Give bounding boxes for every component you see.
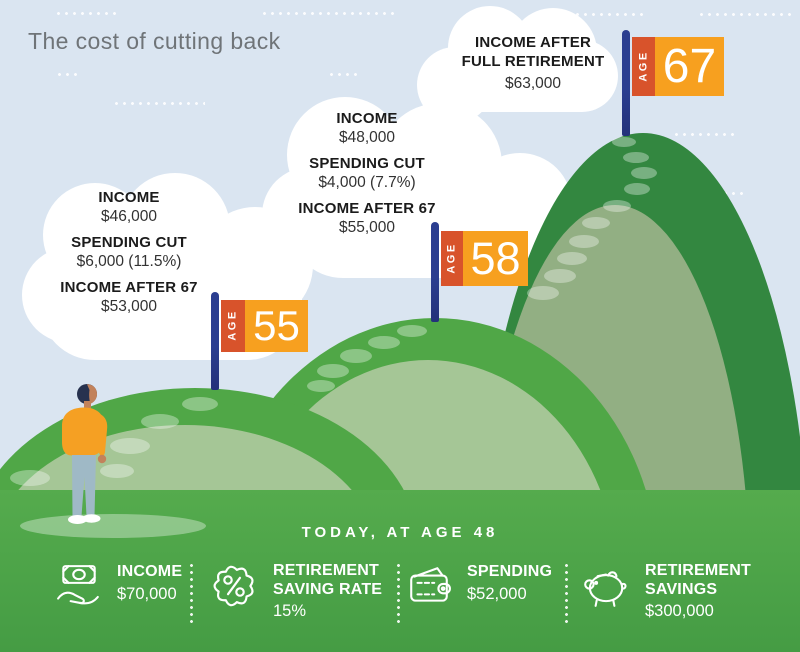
stat-label: SPENDING [467, 563, 553, 580]
age-label: AGE [637, 49, 650, 82]
age-label-box: AGE [221, 300, 245, 352]
percent-badge-icon [213, 565, 254, 607]
income-after-67-label: INCOME AFTER 67 [298, 200, 436, 217]
stat-retirement-savings: RETIREMENT SAVINGS $300,000 [580, 562, 751, 621]
piggy-bank-icon [584, 571, 627, 607]
person-face [87, 384, 98, 404]
stat-value: $300,000 [645, 602, 714, 620]
income-after-full-retirement-label2: FULL RETIREMENT [461, 53, 605, 70]
today-banner [0, 490, 800, 652]
sky-dotted-line [716, 192, 746, 195]
age-number-box: 67 [655, 37, 724, 96]
flagpole [622, 30, 630, 136]
age-label: AGE [227, 309, 239, 341]
age-number-box: 55 [245, 300, 308, 352]
sky-dotted-line [700, 13, 795, 16]
age-number: 67 [662, 40, 717, 93]
stat-value: $52,000 [467, 584, 527, 603]
person-shoe [68, 515, 87, 524]
sky-dotted-line [675, 133, 739, 136]
page-title: The cost of cutting back [28, 28, 281, 54]
sky-dotted-line [58, 73, 80, 76]
age-number: 55 [253, 302, 300, 349]
income-after-full-retirement-value: $63,000 [504, 75, 562, 92]
flagpole [211, 292, 219, 390]
spending-cut-value: $4,000 (7.7%) [318, 174, 416, 191]
cloud-age67-text: INCOME AFTER FULL RETIREMENT $63,000 [423, 33, 643, 94]
person-neck [84, 401, 91, 409]
stat-retirement-saving-rate: RETIREMENT SAVING RATE 15% [210, 562, 382, 621]
stat-label: INCOME [117, 563, 183, 580]
income-after-67-value: $53,000 [100, 298, 158, 315]
person-torso [62, 407, 104, 456]
income-label: INCOME [98, 189, 160, 206]
sky-dotted-line [330, 73, 360, 76]
age-label-box: AGE [441, 231, 463, 286]
stat-value: $70,000 [117, 584, 177, 603]
money-hand-icon [57, 565, 99, 605]
stat-text: RETIREMENT SAVINGS $300,000 [645, 562, 751, 621]
stat-label: RETIREMENT [273, 562, 379, 579]
wallet-icon [410, 567, 451, 602]
person-shoe [82, 514, 101, 523]
sky-dotted-line [57, 12, 121, 15]
cloud-age58-text: INCOME $48,000 SPENDING CUT $4,000 (7.7%… [257, 109, 477, 238]
age-label-box: AGE [632, 37, 655, 96]
cloud-base [440, 40, 618, 112]
person-hand [97, 454, 107, 464]
spending-cut-label: SPENDING CUT [71, 234, 187, 251]
stat-income: INCOME $70,000 [56, 563, 182, 609]
income-after-67-value: $55,000 [338, 219, 396, 236]
income-after-67-label: INCOME AFTER 67 [60, 279, 198, 296]
sky-dotted-line [560, 13, 648, 16]
person-shadow [20, 514, 206, 538]
stat-label: RETIREMENT [645, 562, 751, 579]
sky-dotted-line [263, 12, 398, 15]
spending-cut-value: $6,000 (11.5%) [76, 253, 182, 270]
stat-label: SAVING RATE [273, 580, 383, 598]
stat-spending: SPENDING $52,000 [406, 563, 552, 609]
age-number-box: 58 [463, 231, 528, 286]
stat-value: 15% [273, 602, 307, 620]
stat-text: INCOME $70,000 [117, 563, 182, 609]
income-after-full-retirement-label: INCOME AFTER [474, 34, 591, 51]
sky-dotted-line [115, 102, 205, 105]
stat-text: SPENDING $52,000 [467, 563, 552, 609]
stat-divider [565, 564, 568, 626]
stat-divider [397, 564, 400, 626]
person-legs [72, 455, 96, 516]
income-value: $48,000 [338, 129, 396, 146]
income-label: INCOME [336, 110, 398, 127]
stat-label: SAVINGS [645, 580, 718, 598]
banner-heading: TODAY, AT AGE 48 [301, 524, 499, 541]
person-figure [62, 384, 108, 524]
stat-text: RETIREMENT SAVING RATE 15% [273, 562, 382, 621]
flagpole [431, 222, 439, 322]
stat-divider [190, 564, 193, 626]
age-number: 58 [470, 232, 521, 284]
income-value: $46,000 [100, 208, 158, 225]
age-label: AGE [446, 241, 458, 274]
cloud-age55-text: INCOME $46,000 SPENDING CUT $6,000 (11.5… [19, 188, 239, 317]
spending-cut-label: SPENDING CUT [309, 155, 425, 172]
